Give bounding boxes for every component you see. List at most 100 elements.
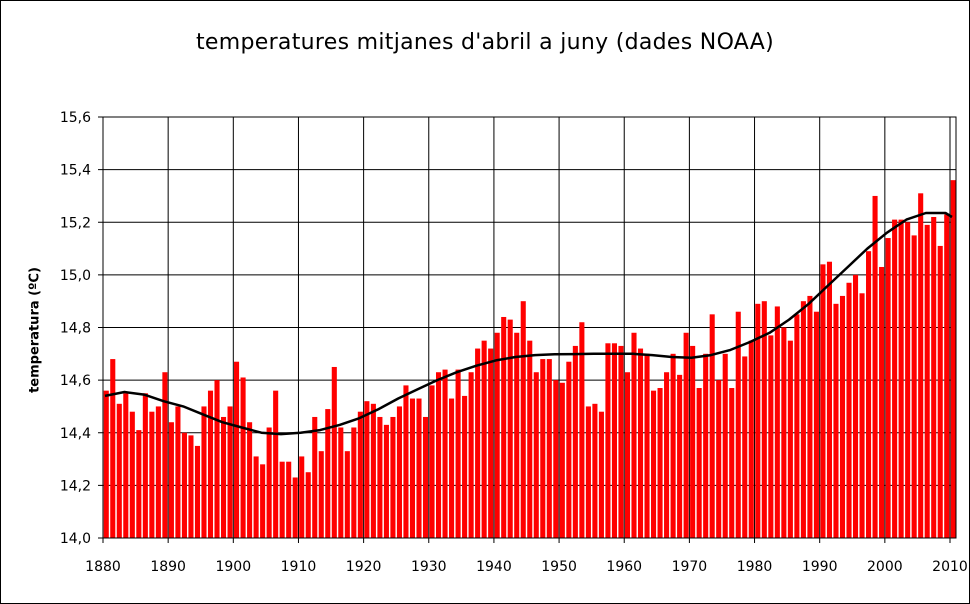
x-tick-label: 1890 bbox=[150, 559, 186, 575]
bar bbox=[403, 385, 409, 538]
bar bbox=[709, 314, 715, 538]
bar bbox=[722, 353, 728, 538]
bar bbox=[142, 393, 148, 538]
bar bbox=[116, 403, 122, 538]
bar bbox=[436, 372, 442, 538]
bar bbox=[683, 332, 689, 538]
bar bbox=[677, 374, 683, 538]
bar bbox=[611, 343, 617, 538]
bar bbox=[585, 406, 591, 538]
trend-line-series bbox=[104, 211, 953, 436]
bar bbox=[370, 403, 376, 538]
bar bbox=[207, 390, 214, 538]
bar bbox=[162, 372, 168, 538]
bar bbox=[807, 295, 813, 538]
bar bbox=[768, 335, 774, 538]
bar bbox=[748, 340, 754, 538]
bar bbox=[409, 398, 416, 538]
bar bbox=[879, 266, 885, 538]
trend-line bbox=[104, 211, 953, 436]
bar bbox=[475, 348, 481, 538]
y-tick-label: 15,6 bbox=[60, 110, 91, 126]
x-tick-label: 2010 bbox=[932, 559, 968, 575]
bar bbox=[501, 316, 507, 538]
bar bbox=[605, 343, 611, 538]
bar bbox=[377, 416, 383, 538]
bar bbox=[546, 359, 552, 538]
bar bbox=[136, 430, 142, 538]
bar bbox=[833, 303, 839, 538]
bar bbox=[429, 385, 435, 538]
bar bbox=[325, 409, 331, 538]
bar bbox=[892, 219, 898, 538]
bar bbox=[292, 477, 298, 538]
bar bbox=[905, 222, 911, 538]
bar bbox=[924, 224, 930, 538]
x-tick-label: 1920 bbox=[346, 559, 382, 575]
y-tick-label: 14,6 bbox=[60, 373, 91, 389]
bar bbox=[755, 303, 761, 538]
bar bbox=[123, 393, 129, 538]
bar bbox=[598, 411, 604, 538]
bar bbox=[566, 361, 572, 538]
bar bbox=[820, 264, 826, 538]
bar bbox=[579, 322, 585, 538]
x-tick-label: 1880 bbox=[85, 559, 121, 575]
chart-title: temperatures mitjanes d'abril a juny (da… bbox=[195, 30, 774, 55]
bar bbox=[911, 235, 917, 538]
bar bbox=[572, 345, 578, 538]
x-tick-label: 2000 bbox=[867, 559, 903, 575]
bar bbox=[533, 372, 539, 538]
bar bbox=[950, 180, 956, 538]
bar bbox=[637, 348, 644, 538]
bar bbox=[188, 435, 194, 538]
bar bbox=[194, 445, 201, 538]
bar bbox=[103, 390, 109, 538]
bar bbox=[735, 311, 741, 538]
bar bbox=[826, 261, 832, 538]
bar bbox=[866, 251, 872, 538]
bar bbox=[852, 274, 859, 538]
x-tick-label: 1910 bbox=[281, 559, 317, 575]
bar bbox=[774, 306, 780, 538]
bar bbox=[279, 461, 285, 538]
bar bbox=[442, 369, 448, 538]
bar-series bbox=[103, 180, 956, 539]
bar bbox=[527, 340, 533, 538]
bar bbox=[286, 461, 292, 538]
y-tick-label: 15,4 bbox=[60, 163, 91, 179]
bar bbox=[351, 427, 357, 538]
bar bbox=[390, 416, 396, 538]
bar bbox=[168, 422, 174, 538]
bar bbox=[944, 214, 950, 539]
bar bbox=[357, 411, 363, 538]
bar bbox=[696, 388, 702, 538]
bar bbox=[462, 395, 468, 538]
bar bbox=[898, 219, 904, 538]
bar bbox=[488, 348, 494, 538]
bar bbox=[201, 406, 207, 538]
bar bbox=[468, 372, 474, 538]
bar bbox=[885, 238, 891, 539]
bar bbox=[227, 406, 233, 538]
bar bbox=[416, 398, 422, 538]
bar bbox=[299, 456, 305, 538]
bar bbox=[918, 193, 924, 538]
bar bbox=[110, 359, 116, 538]
x-tick-label: 1930 bbox=[411, 559, 447, 575]
bar bbox=[781, 327, 787, 538]
bar bbox=[839, 295, 846, 538]
y-tick-label: 14,8 bbox=[60, 321, 91, 337]
y-tick-label: 14,0 bbox=[60, 531, 91, 547]
bar bbox=[396, 406, 402, 538]
bar bbox=[729, 388, 735, 538]
x-tick-label: 1970 bbox=[672, 559, 708, 575]
bar bbox=[260, 464, 266, 538]
bar bbox=[794, 314, 800, 538]
bar bbox=[742, 356, 748, 538]
bar bbox=[129, 411, 135, 538]
bar bbox=[651, 390, 657, 538]
x-tick-label: 1940 bbox=[476, 559, 512, 575]
bar bbox=[149, 411, 155, 538]
